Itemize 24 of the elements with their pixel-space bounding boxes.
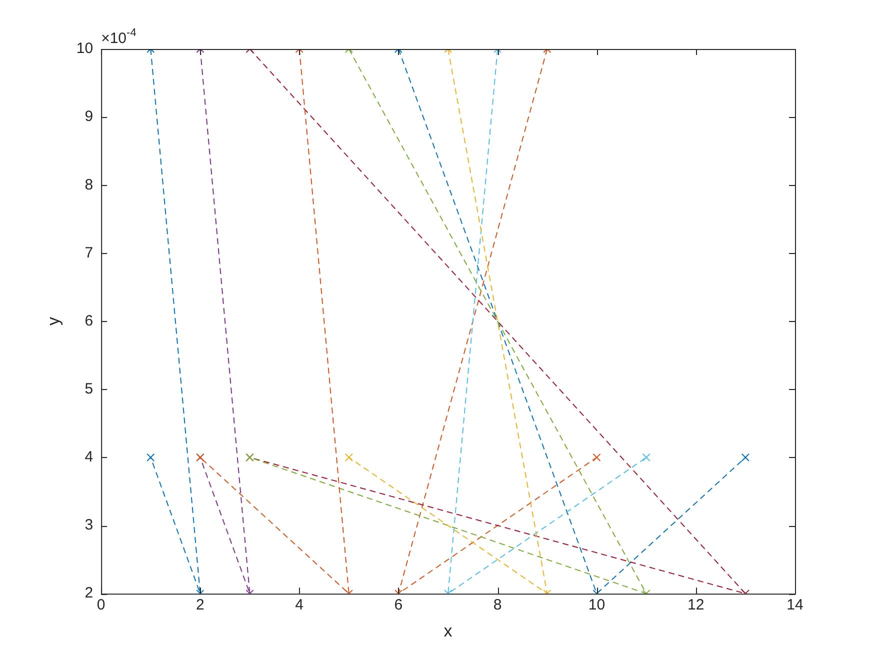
point	[146, 453, 155, 462]
x-tick-label: 10	[588, 596, 606, 614]
x-tick-label: 4	[295, 596, 304, 614]
x-tick-label: 2	[196, 596, 204, 614]
y-tick-label: 10	[76, 40, 94, 58]
point	[592, 453, 601, 462]
x-tick-label: 8	[493, 596, 502, 614]
x-tick-label: 0	[96, 596, 106, 614]
y-axis-title: y	[44, 316, 63, 326]
x-tick-label: 12	[688, 596, 704, 614]
point	[344, 453, 353, 462]
y-tick-label: 2	[84, 584, 94, 602]
point	[741, 453, 750, 462]
x-tick-label: 6	[394, 596, 403, 614]
y-tick-label: 9	[84, 108, 94, 126]
y-tick-label: 4	[84, 448, 94, 466]
x-tick-label: 14	[786, 596, 804, 614]
y-tick-label: 8	[84, 176, 94, 194]
x-axis-title: x	[444, 621, 453, 640]
y-tick-label: 5	[84, 380, 94, 398]
y-tick-label: 3	[84, 516, 94, 534]
y-tick-label: 7	[84, 244, 94, 262]
y-tick-label: 6	[84, 312, 94, 330]
point	[642, 453, 650, 462]
